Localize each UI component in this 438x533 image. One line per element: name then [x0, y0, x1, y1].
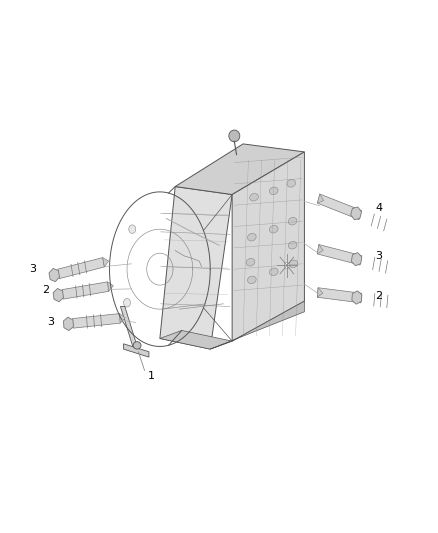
Polygon shape — [351, 207, 361, 220]
Ellipse shape — [246, 259, 255, 266]
Text: 3: 3 — [47, 318, 54, 327]
Text: 1: 1 — [148, 371, 155, 381]
Ellipse shape — [288, 217, 297, 225]
Polygon shape — [351, 253, 362, 266]
Polygon shape — [175, 144, 304, 195]
Polygon shape — [318, 194, 361, 220]
Text: 3: 3 — [375, 251, 382, 261]
Ellipse shape — [129, 225, 136, 233]
Ellipse shape — [247, 276, 256, 284]
Ellipse shape — [133, 342, 141, 349]
Polygon shape — [160, 330, 232, 349]
Polygon shape — [232, 152, 304, 341]
Polygon shape — [53, 288, 64, 302]
Ellipse shape — [269, 268, 278, 276]
Text: 2: 2 — [42, 286, 49, 295]
Ellipse shape — [287, 180, 296, 187]
Polygon shape — [108, 282, 113, 292]
Ellipse shape — [269, 187, 278, 195]
Polygon shape — [210, 301, 304, 349]
Ellipse shape — [289, 260, 298, 268]
Polygon shape — [352, 291, 362, 304]
Polygon shape — [120, 306, 138, 349]
Ellipse shape — [124, 298, 131, 307]
Ellipse shape — [189, 231, 196, 240]
Ellipse shape — [229, 130, 240, 142]
Ellipse shape — [250, 193, 258, 201]
Polygon shape — [64, 317, 74, 330]
Polygon shape — [72, 313, 120, 328]
Polygon shape — [102, 257, 109, 267]
Ellipse shape — [247, 233, 256, 241]
Ellipse shape — [269, 225, 278, 233]
Text: 3: 3 — [29, 264, 36, 274]
Polygon shape — [317, 245, 362, 265]
Polygon shape — [58, 257, 104, 279]
Polygon shape — [317, 288, 362, 303]
Ellipse shape — [184, 305, 191, 313]
Ellipse shape — [288, 241, 297, 249]
Polygon shape — [317, 288, 323, 297]
Text: 2: 2 — [375, 291, 382, 301]
Polygon shape — [124, 344, 149, 357]
Ellipse shape — [284, 262, 290, 269]
Polygon shape — [62, 282, 109, 299]
Text: 4: 4 — [375, 203, 382, 213]
Polygon shape — [49, 269, 60, 281]
Polygon shape — [318, 194, 324, 203]
Polygon shape — [120, 313, 125, 323]
Polygon shape — [317, 245, 323, 254]
Polygon shape — [160, 187, 232, 349]
